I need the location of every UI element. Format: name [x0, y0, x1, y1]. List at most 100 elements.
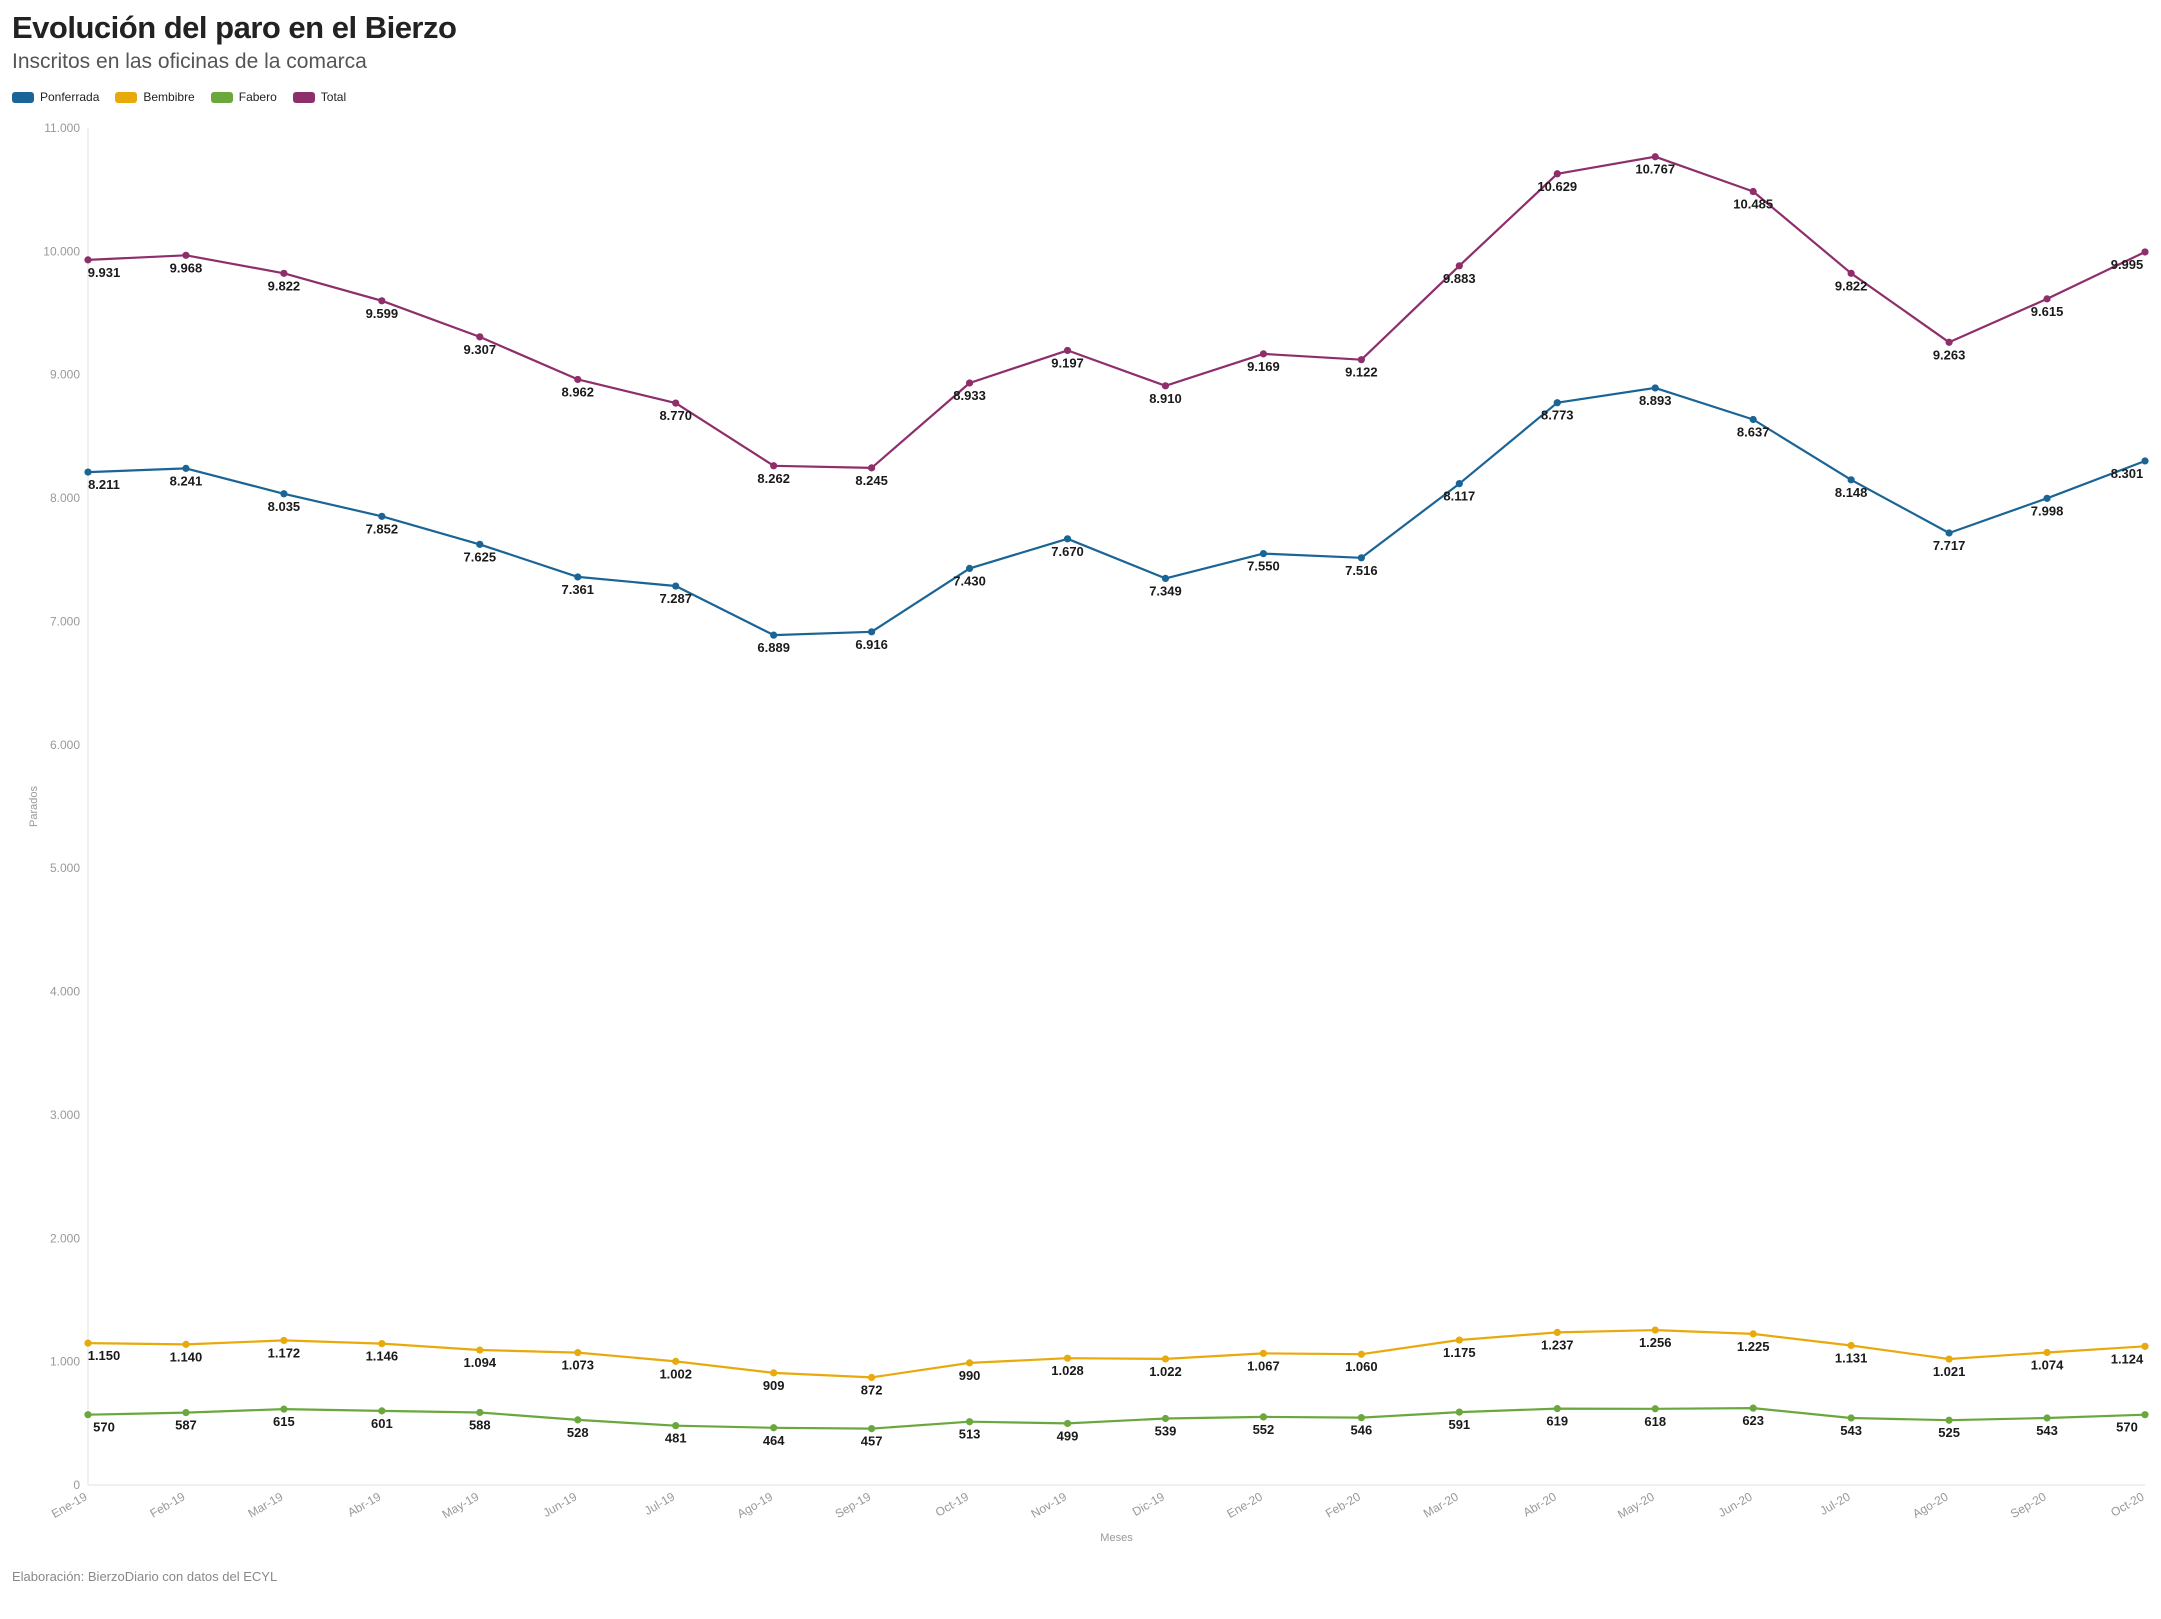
data-label-ponferrada: 7.516 [1345, 563, 1378, 578]
legend-item-fabero[interactable]: Fabero [210, 90, 277, 104]
legend-label-ponferrada: Ponferrada [40, 90, 100, 104]
data-label-bembibre: 1.094 [464, 1355, 497, 1370]
data-point-ponferrada [868, 628, 876, 636]
data-label-bembibre: 1.256 [1639, 1335, 1672, 1350]
y-tick-label: 6.000 [50, 738, 80, 752]
data-label-fabero: 619 [1546, 1414, 1568, 1429]
data-label-bembibre: 1.237 [1541, 1337, 1574, 1352]
data-label-fabero: 525 [1938, 1425, 1960, 1440]
data-label-fabero: 623 [1742, 1413, 1764, 1428]
data-label-bembibre: 1.140 [170, 1349, 203, 1364]
data-label-fabero: 546 [1351, 1423, 1373, 1438]
y-tick-label: 3.000 [50, 1108, 80, 1122]
data-label-fabero: 552 [1253, 1422, 1275, 1437]
data-label-ponferrada: 7.998 [2031, 503, 2064, 518]
data-point-bembibre [1553, 1328, 1561, 1336]
data-label-total: 9.122 [1345, 365, 1378, 380]
data-point-ponferrada [1455, 480, 1463, 488]
data-label-total: 9.931 [88, 265, 121, 280]
data-point-total [1455, 262, 1463, 270]
data-label-ponferrada: 7.361 [561, 582, 594, 597]
x-tick-label: Ago-20 [1910, 1489, 1951, 1521]
data-label-ponferrada: 6.916 [855, 637, 888, 652]
data-label-fabero: 587 [175, 1418, 197, 1433]
x-tick-label: Dic-19 [1130, 1489, 1167, 1519]
x-tick-label: Oct-19 [933, 1489, 971, 1519]
legend-swatch-total [292, 91, 315, 103]
y-axis-title: Parados [28, 786, 40, 827]
data-label-fabero: 543 [1840, 1423, 1862, 1438]
data-label-ponferrada: 8.148 [1835, 485, 1868, 500]
data-point-ponferrada [965, 564, 974, 573]
data-label-ponferrada: 8.211 [88, 477, 120, 492]
data-point-total [1553, 170, 1561, 178]
data-label-fabero: 528 [567, 1425, 589, 1440]
data-point-ponferrada [84, 468, 92, 476]
data-point-fabero [1063, 1419, 1072, 1428]
data-point-bembibre [280, 1336, 288, 1345]
data-point-bembibre [1651, 1326, 1659, 1334]
data-point-bembibre [2043, 1348, 2051, 1357]
data-label-total: 8.962 [561, 384, 594, 399]
data-label-bembibre: 1.067 [1247, 1358, 1280, 1373]
chart-series-points [84, 153, 2149, 1433]
data-label-total: 10.629 [1537, 179, 1577, 194]
x-tick-label: Ago-19 [735, 1489, 776, 1521]
legend-item-total[interactable]: Total [292, 90, 346, 104]
data-label-total: 9.615 [2031, 304, 2064, 319]
data-point-total [1063, 346, 1072, 355]
data-point-bembibre [2141, 1342, 2149, 1350]
x-tick-label: Nov-19 [1029, 1489, 1070, 1521]
data-label-bembibre: 1.124 [2111, 1351, 2144, 1366]
data-point-ponferrada [1945, 529, 1953, 537]
data-label-total: 9.822 [1835, 278, 1868, 293]
chart-data-labels: 8.211 8.241 8.035 7.852 7.625 7.361 7.287 6.889… [88, 162, 2144, 1449]
data-point-fabero [1847, 1414, 1855, 1422]
data-point-fabero [770, 1424, 778, 1432]
data-point-bembibre [672, 1357, 680, 1365]
data-label-bembibre: 872 [861, 1382, 883, 1397]
data-point-fabero [1749, 1404, 1757, 1412]
legend-item-bembibre[interactable]: Bembibre [115, 90, 195, 104]
data-label-bembibre: 1.172 [268, 1345, 301, 1360]
data-label-fabero: 570 [2116, 1420, 2138, 1435]
data-point-total [1847, 269, 1855, 277]
data-point-bembibre [182, 1340, 190, 1348]
data-label-fabero: 457 [861, 1434, 883, 1449]
x-tick-label: Ene-20 [1224, 1489, 1265, 1521]
data-point-fabero [182, 1408, 190, 1417]
data-point-fabero [84, 1411, 92, 1419]
data-point-bembibre [574, 1349, 582, 1357]
x-tick-label: Abr-20 [1521, 1489, 1559, 1519]
data-label-bembibre: 990 [959, 1368, 981, 1383]
data-label-total: 8.910 [1149, 391, 1182, 406]
data-label-ponferrada: 7.670 [1051, 544, 1084, 559]
data-label-bembibre: 1.074 [2031, 1358, 2064, 1373]
x-tick-label: Jul-19 [642, 1489, 678, 1518]
data-label-fabero: 543 [2036, 1423, 2058, 1438]
line-chart: 0 1.000 2.000 3.000 4.000 5.000 6.000 7.000 8.00… [28, 121, 2149, 1544]
data-point-total [2043, 295, 2051, 303]
data-label-total: 9.883 [1443, 271, 1476, 286]
data-point-fabero [2141, 1411, 2149, 1419]
legend-item-ponferrada[interactable]: Ponferrada [12, 90, 99, 104]
data-label-total: 8.245 [855, 473, 888, 488]
x-tick-label: Jun-20 [1716, 1489, 1755, 1520]
data-label-fabero: 591 [1448, 1417, 1470, 1432]
data-label-fabero: 539 [1155, 1424, 1177, 1439]
data-point-ponferrada [1553, 399, 1561, 407]
series-line-fabero [87, 1407, 2146, 1430]
data-label-bembibre: 1.028 [1051, 1363, 1084, 1378]
y-tick-label: 10.000 [43, 244, 80, 258]
data-label-fabero: 618 [1644, 1414, 1666, 1429]
y-tick-label: 5.000 [50, 861, 80, 875]
x-tick-label: Sep-20 [2008, 1489, 2049, 1521]
data-point-ponferrada [1749, 415, 1757, 424]
data-point-fabero [2043, 1414, 2051, 1422]
x-tick-label: Ene-19 [49, 1489, 90, 1521]
data-point-total [1357, 356, 1365, 364]
data-label-total: 9.968 [170, 260, 203, 275]
data-label-total: 8.262 [757, 471, 790, 486]
data-point-total [868, 464, 876, 472]
data-label-ponferrada: 8.773 [1541, 408, 1574, 423]
